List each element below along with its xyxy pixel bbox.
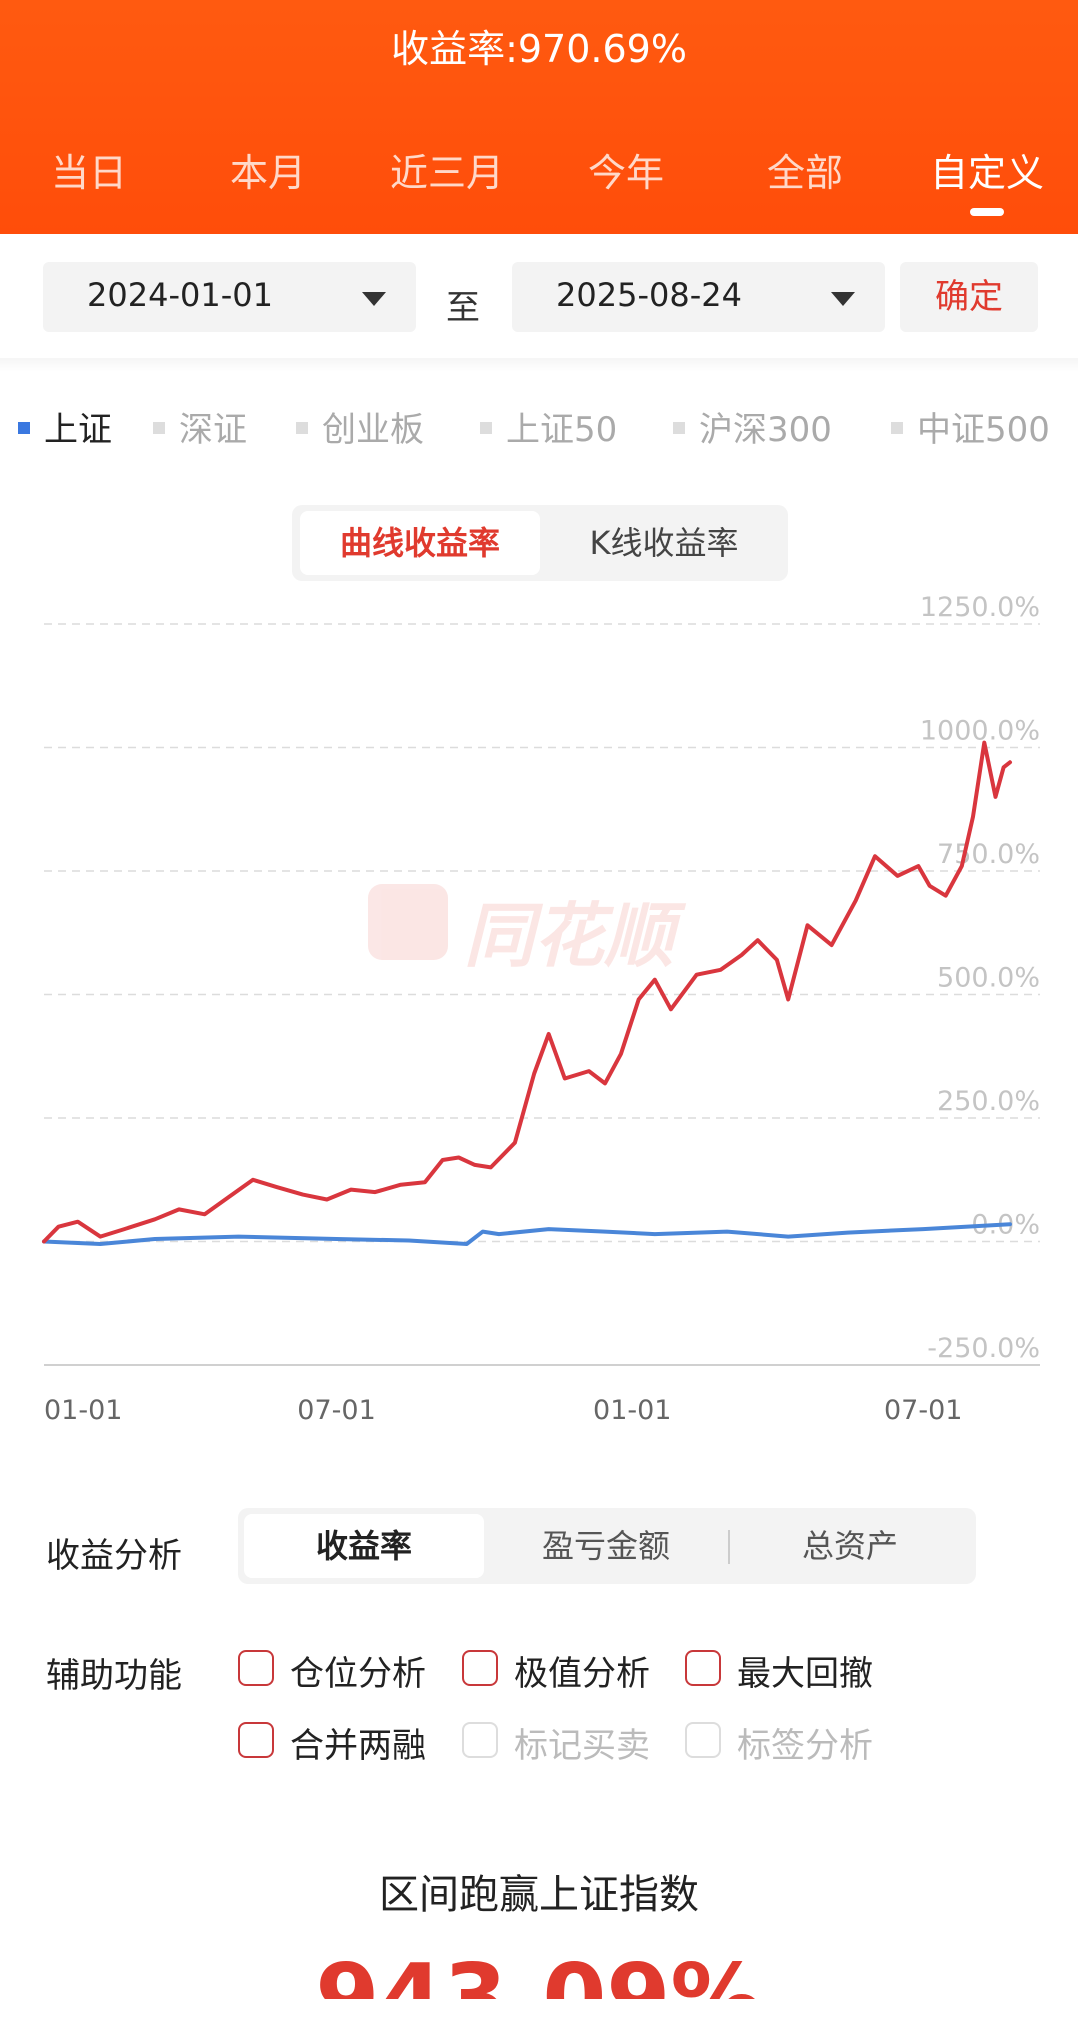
tab-three-months[interactable]: 近三月 — [389, 151, 504, 195]
analysis-label: 收益分析 — [46, 1536, 182, 1576]
kline-return-option[interactable]: K线收益率 — [589, 524, 739, 562]
legend-square-icon — [891, 421, 903, 434]
divider — [0, 358, 1078, 372]
tab-all[interactable]: 全部 — [766, 151, 843, 195]
y-tick-label: 750.0% — [937, 839, 1040, 870]
tab-custom[interactable]: 自定义 — [929, 151, 1044, 195]
outperform-value-wrap: 943.09% — [0, 1952, 1078, 1999]
tab-this-year[interactable]: 今年 — [587, 151, 664, 195]
analysis-option-return[interactable]: 收益率 — [244, 1514, 484, 1578]
end-date-value: 2025-08-24 — [556, 276, 742, 314]
outperform-title: 区间跑赢上证指数 — [379, 1872, 699, 1918]
return-chart: 1250.0% 1000.0% 750.0% 500.0% 250.0% 0.0% -250… — [0, 580, 1078, 1440]
index-hs300[interactable]: 沪深300 — [673, 402, 832, 451]
checkbox-icon — [238, 1650, 274, 1686]
x-tick-label: 01-01 — [593, 1395, 671, 1426]
start-date-select[interactable]: 2024-01-01 — [43, 262, 416, 332]
period-tabs: 当日 本月 近三月 今年 全部 自定义 — [0, 142, 1078, 202]
return-analysis: 收益分析 收益率 盈亏金额 总资产 — [0, 1508, 1078, 1588]
checkbox-icon — [685, 1722, 721, 1758]
tab-today[interactable]: 当日 — [50, 151, 127, 195]
portfolio-return-line — [42, 740, 1012, 1244]
aux-functions: 辅助功能 仓位分析 极值分析 最大回撤 合并两融 标记买卖 标签分析 — [0, 1648, 1078, 1778]
index-sz[interactable]: 深证 — [153, 402, 247, 451]
aux-label: 辅助功能 — [46, 1656, 182, 1696]
index-sh[interactable]: 上证 — [18, 402, 112, 451]
checkbox-icon — [462, 1722, 498, 1758]
y-tick-label: 500.0% — [937, 963, 1040, 994]
analysis-option-assets[interactable]: 总资产 — [801, 1527, 898, 1565]
return-rate-title: 收益率:970.69% — [391, 27, 687, 71]
index-sz50[interactable]: 上证50 — [480, 402, 617, 451]
chart-mode-toggle: 曲线收益率 K线收益率 — [292, 505, 788, 581]
checkbox-icon — [238, 1722, 274, 1758]
date-separator: 至 — [446, 288, 480, 328]
checkbox-icon — [462, 1650, 498, 1686]
y-tick-label: 1000.0% — [920, 716, 1040, 747]
index-selector: 上证 深证 创业板 上证50 沪深300 中证500 — [0, 402, 1078, 452]
confirm-button[interactable]: 确定 — [900, 262, 1038, 332]
index-zz500[interactable]: 中证500 — [891, 402, 1050, 451]
chevron-down-icon — [362, 292, 386, 306]
active-tab-indicator — [970, 208, 1004, 216]
start-date-value: 2024-01-01 — [87, 276, 273, 314]
y-tick-label: 250.0% — [937, 1086, 1040, 1117]
y-tick-label: -250.0% — [927, 1333, 1040, 1364]
analysis-option-pnl[interactable]: 盈亏金额 — [541, 1527, 670, 1565]
legend-square-icon — [480, 421, 492, 434]
curve-return-option[interactable]: 曲线收益率 — [300, 511, 540, 575]
segment-divider — [728, 1530, 730, 1564]
x-tick-label: 07-01 — [297, 1395, 375, 1426]
chart-svg: 1250.0%1000.0%750.0%500.0%250.0%0.0%-250… — [42, 592, 1040, 1426]
chevron-down-icon — [831, 292, 855, 306]
legend-square-icon — [153, 421, 165, 434]
outperform-value: 943.09% — [315, 1952, 762, 1999]
legend-square-icon — [18, 421, 30, 434]
index-cyb[interactable]: 创业板 — [296, 402, 424, 451]
legend-square-icon — [673, 421, 685, 434]
y-tick-label: 1250.0% — [920, 592, 1040, 623]
x-tick-label: 01-01 — [44, 1395, 122, 1426]
end-date-select[interactable]: 2025-08-24 — [512, 262, 885, 332]
x-tick-label: 07-01 — [884, 1395, 962, 1426]
analysis-toggle: 收益率 盈亏金额 总资产 — [238, 1508, 976, 1584]
legend-square-icon — [296, 421, 308, 434]
header: 收益率:970.69% 当日 本月 近三月 今年 全部 自定义 — [0, 0, 1078, 234]
tab-this-month[interactable]: 本月 — [229, 151, 306, 195]
date-range: 2024-01-01 至 2025-08-24 确定 — [0, 262, 1078, 334]
checkbox-icon — [685, 1650, 721, 1686]
index-return-line — [42, 1222, 1012, 1246]
